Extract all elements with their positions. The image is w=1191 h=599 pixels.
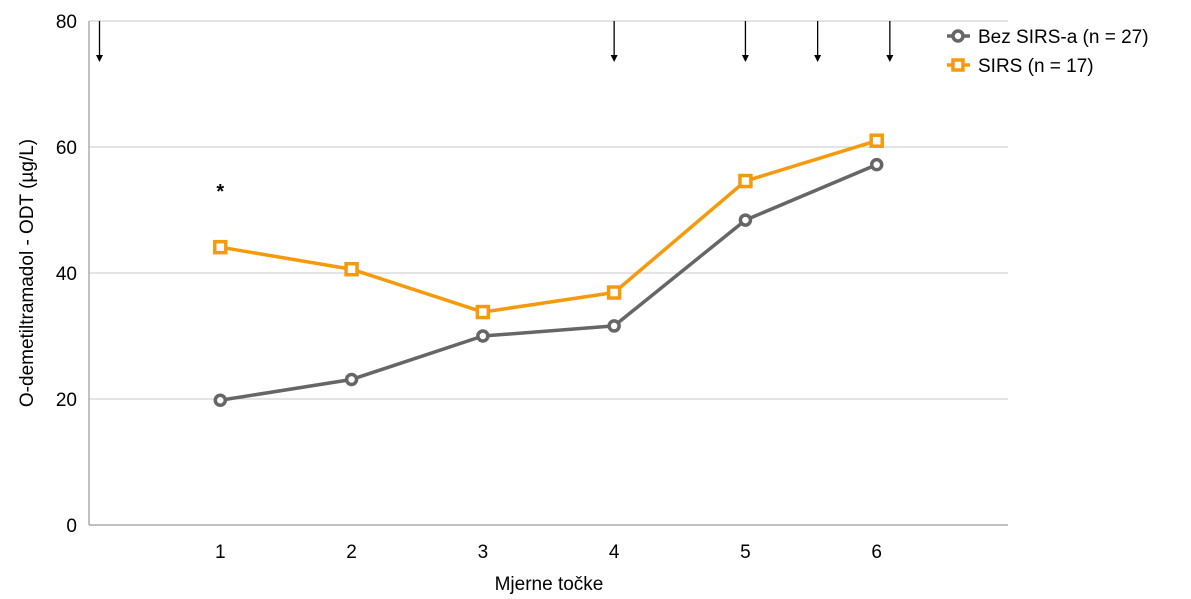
legend-item-sirs: SIRS (n = 17) (947, 56, 1094, 77)
series-2-point-1 (213, 239, 228, 255)
x-tick-label-3: 3 (478, 542, 489, 563)
x-tick-label-5: 5 (740, 542, 751, 563)
y-tick-label-40: 40 (56, 264, 77, 285)
y-axis-label: O-demetiltramadol - ODT (µg/L) (17, 139, 38, 407)
legend-label-sirs: SIRS (n = 17) (978, 56, 1094, 77)
x-tick-label-6: 6 (871, 542, 882, 563)
series-2-point-2 (344, 261, 359, 277)
series-2-point-3 (475, 304, 491, 320)
arrow-marker-head-4 (814, 55, 822, 62)
data-points (213, 133, 884, 408)
legend-marker-square (951, 58, 965, 72)
y-tick-label-20: 20 (56, 390, 77, 411)
tick-labels: 0 20 40 60 80 1 2 3 4 5 6 (56, 12, 882, 563)
arrow-marker-head-3 (741, 55, 749, 62)
series-1-point-2 (344, 372, 359, 387)
arrow-marker-head-2 (610, 55, 618, 62)
series-1-point-1 (213, 393, 228, 408)
y-tick-label-80: 80 (56, 12, 77, 33)
axes (88, 21, 1008, 526)
x-axis-label: Mjerne točke (495, 574, 604, 595)
series-lines (219, 139, 878, 402)
arrow-marker-head-5 (886, 55, 894, 62)
y-tick-label-60: 60 (56, 138, 77, 159)
gridlines (89, 20, 1008, 400)
legend: Bez SIRS-a (n = 27) SIRS (n = 17) (947, 27, 1149, 77)
series-2-point-6 (869, 133, 884, 148)
significance-annotation: * (216, 181, 224, 203)
legend-item-bez-sirs: Bez SIRS-a (n = 27) (947, 27, 1149, 48)
series-line-2 (219, 139, 878, 314)
series-2-point-5 (738, 173, 753, 189)
series-1-point-4 (607, 319, 621, 333)
arrow-marker-head-1 (96, 55, 104, 62)
series-2-point-4 (606, 285, 622, 300)
x-tick-label-4: 4 (609, 542, 620, 563)
legend-label-bez-sirs: Bez SIRS-a (n = 27) (978, 27, 1149, 48)
arrow-markers (96, 21, 894, 62)
series-1-point-6 (869, 157, 884, 172)
x-tick-label-1: 1 (215, 542, 226, 563)
legend-marker-circle (951, 29, 965, 43)
x-tick-label-2: 2 (346, 542, 357, 563)
series-line-1 (220, 163, 878, 402)
series-1-point-5 (738, 213, 753, 227)
series-1-point-3 (476, 329, 490, 343)
y-tick-label-0: 0 (66, 516, 77, 537)
